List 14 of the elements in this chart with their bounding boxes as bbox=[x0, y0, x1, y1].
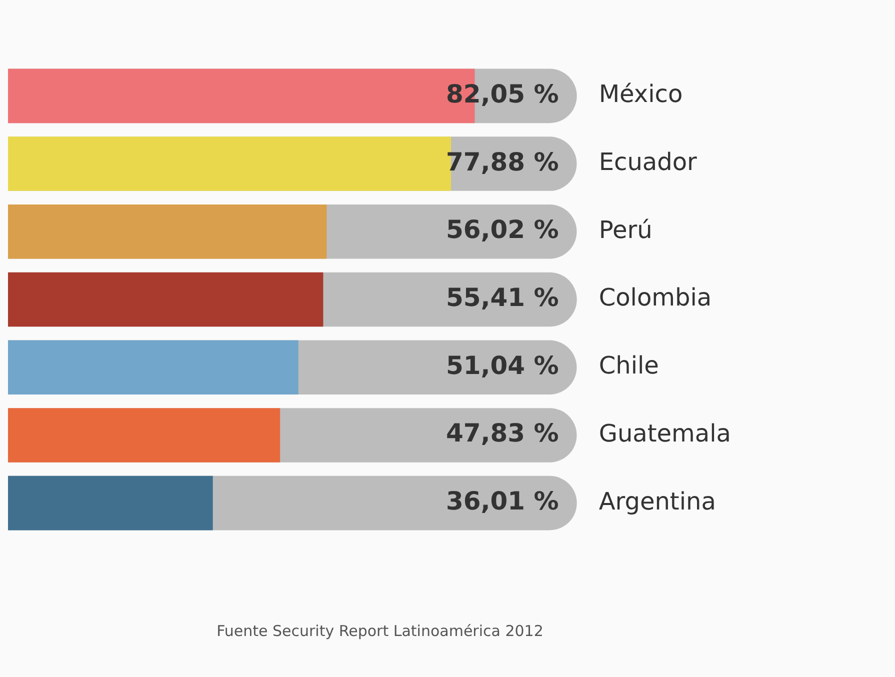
data-label: 51,04 % bbox=[446, 350, 559, 380]
y-tick-label: Perú bbox=[598, 216, 652, 244]
data-label: 56,02 % bbox=[446, 215, 559, 244]
source-note: Fuente Security Report Latinoamérica 2012 bbox=[216, 622, 544, 640]
data-label: 55,41 % bbox=[446, 283, 559, 312]
y-tick-label: Guatemala bbox=[598, 419, 732, 448]
y-tick-label: Argentina bbox=[598, 487, 716, 516]
y-tick-label: Colombia bbox=[598, 284, 712, 312]
y-tick-label: Chile bbox=[598, 352, 659, 380]
data-label: 82,05 % bbox=[446, 79, 559, 108]
data-label: 36,01 % bbox=[446, 486, 559, 516]
y-tick-label: Ecuador bbox=[598, 148, 698, 176]
data-label: 47,83 % bbox=[446, 418, 559, 448]
y-tick-label: México bbox=[598, 80, 683, 108]
